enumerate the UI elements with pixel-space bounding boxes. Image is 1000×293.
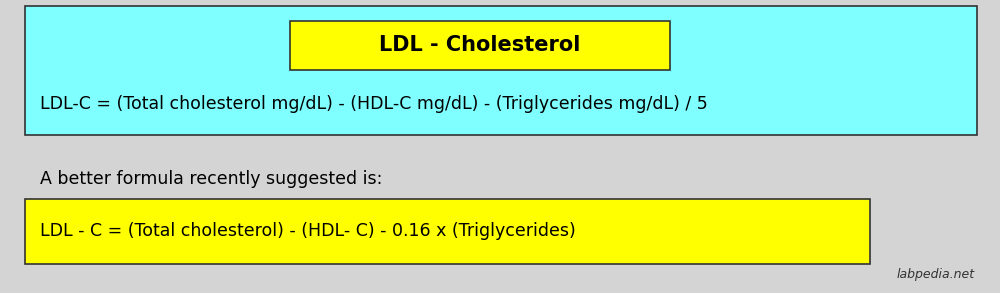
Text: LDL-C = (Total cholesterol mg/dL) - (HDL-C mg/dL) - (Triglycerides mg/dL) / 5: LDL-C = (Total cholesterol mg/dL) - (HDL… [40, 95, 708, 113]
Text: LDL - Cholesterol: LDL - Cholesterol [379, 35, 581, 55]
FancyBboxPatch shape [25, 6, 977, 135]
Text: LDL - C = (Total cholesterol) - (HDL- C) - 0.16 x (Triglycerides): LDL - C = (Total cholesterol) - (HDL- C)… [40, 222, 576, 241]
Text: A better formula recently suggested is:: A better formula recently suggested is: [40, 170, 382, 188]
FancyBboxPatch shape [25, 199, 870, 264]
FancyBboxPatch shape [290, 21, 670, 70]
Text: labpedia.net: labpedia.net [897, 268, 975, 281]
